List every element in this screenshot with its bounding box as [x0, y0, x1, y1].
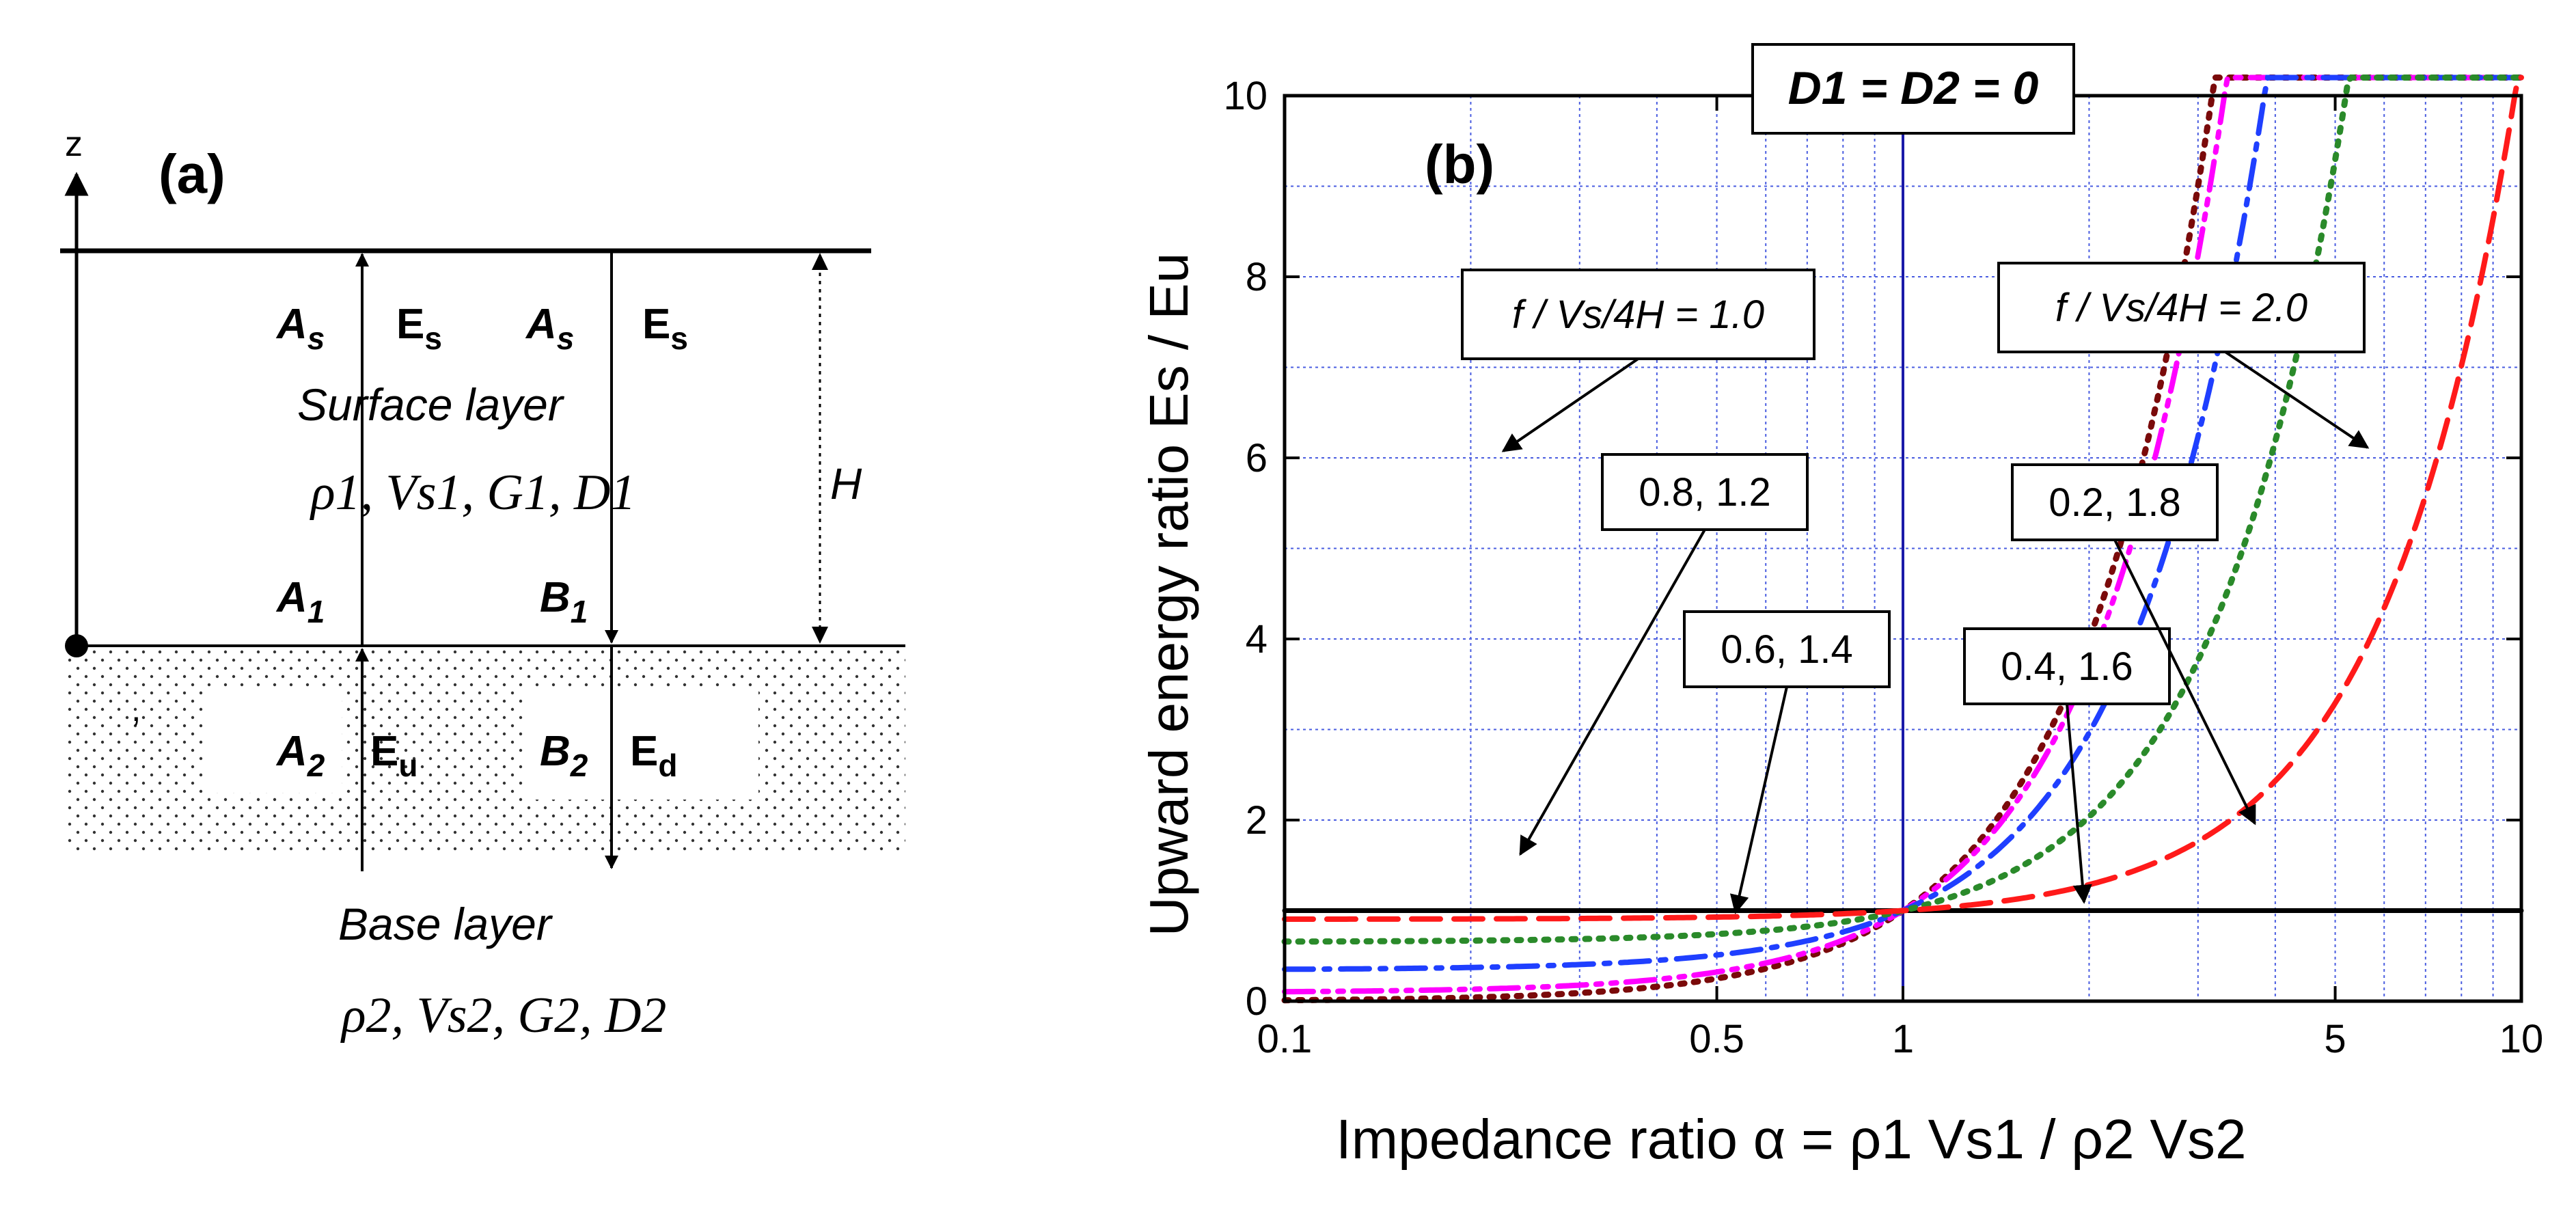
- svg-text:Es: Es: [396, 301, 442, 356]
- base-layer-label: Base layer: [338, 899, 553, 949]
- annotation-text: 0.6, 1.4: [1721, 627, 1852, 672]
- as-sub: s: [307, 321, 325, 356]
- a1-main: A: [275, 574, 307, 621]
- annotation-ann-02: 0.2, 1.8: [2011, 463, 2256, 826]
- chart-title-box: [1751, 43, 2075, 135]
- as2-sub: s: [557, 321, 575, 356]
- panel-a: z H (a) As Es As: [60, 124, 905, 1044]
- es-main: E: [396, 301, 424, 348]
- annotation-leader-arrow: [1501, 357, 1639, 452]
- b1-label: B1: [540, 574, 588, 629]
- y-tick-label: 0: [1246, 979, 1268, 1024]
- eu-sub: u: [398, 748, 417, 783]
- annotation-ann-f20: f / Vs/4H = 2.0: [1997, 262, 2370, 449]
- annotation-leader-arrow: [2113, 539, 2256, 826]
- base-layer-properties: ρ2, Vs2, G2, D2: [340, 987, 666, 1044]
- as-main: A: [275, 301, 307, 348]
- annotation-text: f / Vs/4H = 2.0: [2055, 286, 2307, 330]
- ed-main: E: [630, 728, 658, 775]
- annotation-ann-04: 0.4, 1.6: [1963, 627, 2171, 904]
- stray-mark: ,: [131, 690, 141, 729]
- chart-ticks: 0.1 0.5 1 5 10 0 2 4 6 8 10: [1223, 74, 2543, 1061]
- b1-sub: 1: [571, 594, 588, 629]
- annotation-leader-arrow: [1519, 529, 1706, 856]
- annotation-text: 0.4, 1.6: [2001, 644, 2133, 689]
- base-layer-label-patch: [205, 690, 342, 793]
- height-arrow-bottom-icon: [812, 627, 828, 644]
- es-sub: s: [424, 321, 442, 356]
- annotation-text: f / Vs/4H = 1.0: [1512, 292, 1764, 337]
- x-tick-label: 0.1: [1257, 1017, 1313, 1061]
- annotation-leader-arrow: [2224, 351, 2370, 449]
- annotation-text: 0.8, 1.2: [1639, 470, 1770, 515]
- es2-main: E: [642, 301, 670, 348]
- chart-annotations: f / Vs/4H = 1.0 f / Vs/4H = 2.0 0.8, 1.2 0.…: [1461, 262, 2370, 914]
- eu-label: Eu: [370, 728, 417, 783]
- annotation-leader-arrow: [1729, 686, 1788, 914]
- y-tick-label: 8: [1246, 255, 1268, 299]
- series-line: [1282, 74, 2524, 922]
- a1-sub: 1: [307, 594, 325, 629]
- y-tick-label: 2: [1246, 798, 1268, 843]
- x-tick-label: 5: [2324, 1017, 2346, 1061]
- height-label: H: [830, 459, 862, 508]
- y-tick-label: 10: [1223, 74, 1268, 118]
- annotation-box: [1997, 262, 2366, 353]
- y-tick-label: 4: [1246, 617, 1268, 662]
- panel-b-label: (b): [1425, 134, 1494, 195]
- annotation-box: [1601, 453, 1809, 531]
- x-tick-label: 10: [2499, 1017, 2544, 1061]
- x-axis-label: Impedance ratio α = ρ1 Vs1 / ρ2 Vs2: [1336, 1108, 2247, 1171]
- surface-down-labels: As Es: [525, 301, 688, 356]
- as2-main: A: [525, 301, 557, 348]
- annotation-ann-08: 0.8, 1.2: [1519, 453, 1809, 856]
- svg-text:As: As: [275, 301, 325, 356]
- svg-text:As: As: [525, 301, 574, 356]
- ed-label: Ed: [630, 728, 677, 783]
- chart-title: D1 = D2 = 0: [1788, 62, 2039, 114]
- base-layer-label-patch2: [526, 690, 758, 800]
- b2-sub: 2: [570, 748, 588, 783]
- annotation-box: [1683, 610, 1891, 688]
- a2-sub: 2: [307, 748, 325, 783]
- y-tick-label: 6: [1246, 436, 1268, 480]
- svg-text:Es: Es: [642, 301, 688, 356]
- ed-sub: d: [658, 748, 677, 783]
- a2-main: A: [275, 728, 307, 775]
- annotation-leader-arrow: [2066, 703, 2092, 904]
- a1-label: A1: [275, 574, 325, 629]
- surface-layer-properties: ρ1, Vs1, G1, D1: [310, 465, 635, 521]
- es2-sub: s: [670, 321, 688, 356]
- annotation-ann-06: 0.6, 1.4: [1683, 610, 1891, 914]
- y-axis-label: Upward energy ratio Es / Eu: [1138, 253, 1199, 936]
- annotation-box: [1461, 269, 1815, 360]
- annotation-ann-f10: f / Vs/4H = 1.0: [1461, 269, 1815, 452]
- origin-point: [65, 634, 88, 657]
- height-arrow-top-icon: [812, 253, 828, 270]
- surface-layer-label: Surface layer: [297, 379, 565, 430]
- z-axis-label: z: [65, 124, 83, 164]
- eu-main: E: [370, 728, 398, 775]
- b1-main: B: [540, 574, 571, 621]
- a2-label: A2: [275, 728, 325, 783]
- annotation-text: 0.2, 1.8: [2049, 480, 2180, 525]
- b2-main: B: [540, 728, 571, 775]
- base-layer-fill: [65, 646, 905, 851]
- annotation-box: [1963, 627, 2171, 705]
- surface-up-labels: As Es: [275, 301, 442, 356]
- b2-label: B2: [540, 728, 588, 783]
- x-tick-label: 0.5: [1689, 1017, 1744, 1061]
- x-tick-label: 1: [1892, 1017, 1914, 1061]
- panel-a-label: (a): [159, 144, 225, 204]
